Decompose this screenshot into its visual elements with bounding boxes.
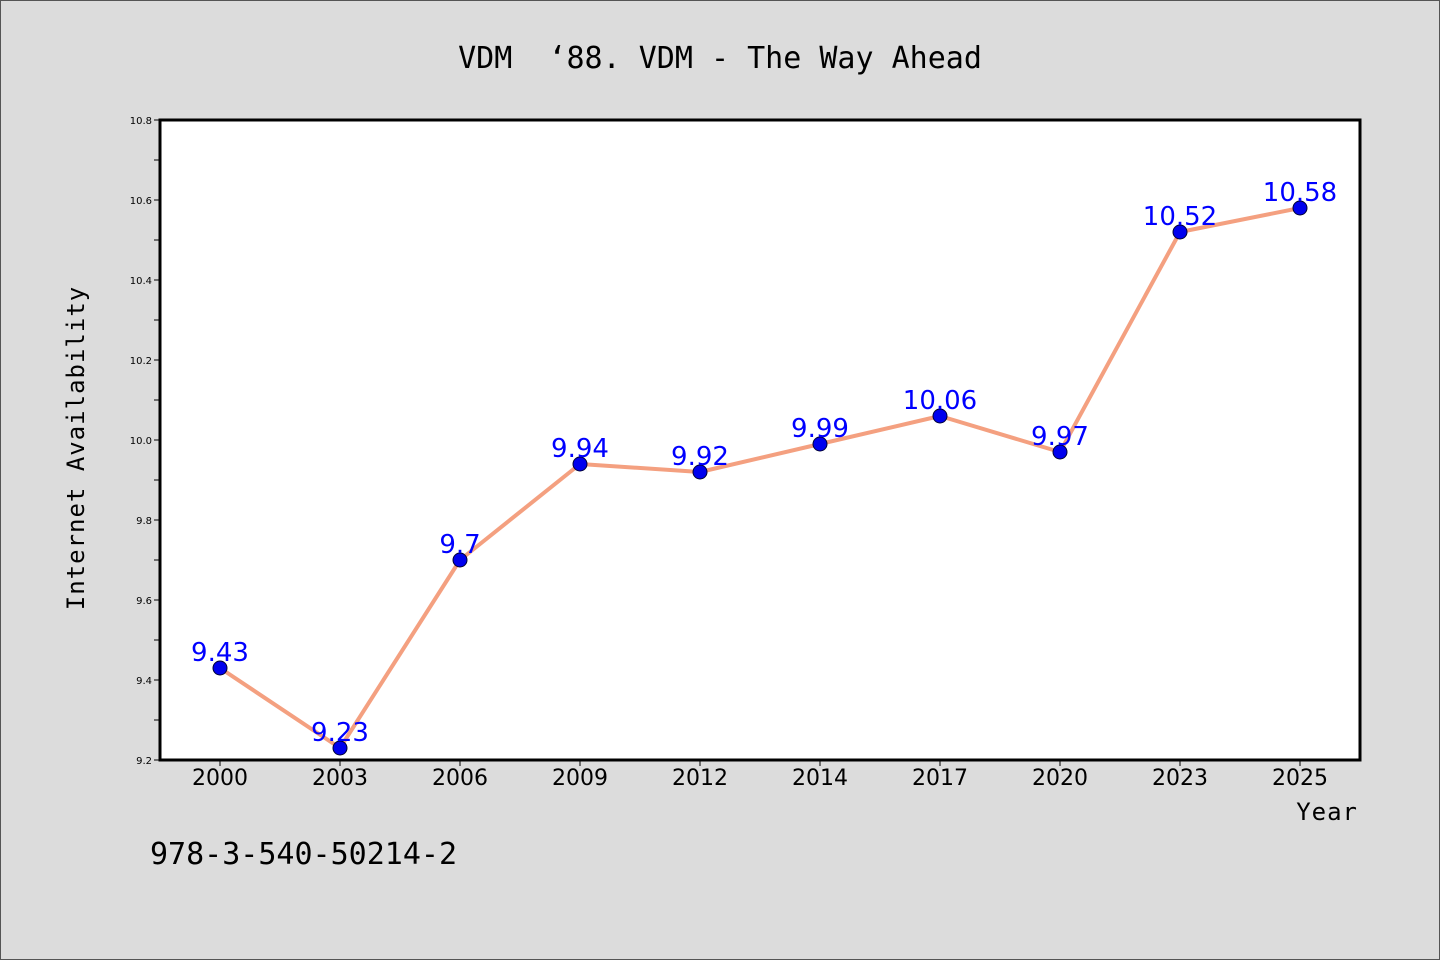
y-tick-label: 9.2: [136, 756, 152, 767]
data-label: 10.06: [903, 386, 977, 416]
data-labels: 9.43 9.23 9.7 9.94 9.92 9.99 10.06 9.97 10.52 10.…: [191, 178, 1337, 748]
data-label: 9.23: [311, 718, 369, 748]
plot-area: [158, 118, 1362, 762]
data-point: [1052, 444, 1068, 460]
series-layer: [212, 200, 1308, 756]
y-tick-label: 10.0: [130, 436, 152, 447]
x-tick-label: 2017: [912, 766, 968, 791]
series-line: [218, 206, 1301, 750]
y-axis-label: Internet Availability: [62, 286, 90, 610]
data-point: [812, 436, 828, 452]
y-tick-label: 10.8: [130, 116, 152, 127]
data-label: 9.97: [1031, 422, 1089, 452]
x-tick-label: 2012: [672, 766, 728, 791]
data-point: [1292, 200, 1308, 216]
x-tick-label: 2006: [432, 766, 488, 791]
data-point: [692, 464, 708, 480]
data-label: 9.94: [551, 434, 609, 464]
y-tick-label: 10.6: [130, 196, 152, 207]
data-point: [332, 740, 348, 756]
x-tick-label: 2025: [1272, 766, 1328, 791]
x-axis: 2000 2003 2006 2009 2012 2014 2017 2020 2023 2025: [192, 760, 1328, 791]
x-tick-label: 2014: [792, 766, 848, 791]
x-tick-label: 2009: [552, 766, 608, 791]
data-label: 10.52: [1143, 202, 1217, 232]
data-label: 9.43: [191, 638, 249, 668]
y-tick-label: 10.4: [130, 276, 152, 287]
y-tick-label: 9.8: [136, 516, 152, 527]
data-label: 10.58: [1263, 178, 1337, 208]
data-label: 9.99: [791, 414, 849, 444]
data-point: [212, 660, 228, 676]
x-tick-label: 2020: [1032, 766, 1088, 791]
data-label: 9.7: [439, 530, 480, 560]
x-tick-label: 2023: [1152, 766, 1208, 791]
footer-isbn: 978-3-540-50214-2: [150, 837, 457, 872]
y-tick-label: 9.4: [136, 676, 152, 687]
data-point: [452, 552, 468, 568]
x-axis-label: Year: [1296, 798, 1358, 826]
data-label: 9.92: [671, 442, 729, 472]
data-point: [1172, 224, 1188, 240]
x-tick-label: 2003: [312, 766, 368, 791]
y-axis: 9.2 9.4 9.6 9.8 10.0 10.2 10.4 10.6 10.8: [130, 116, 160, 767]
x-tick-label: 2000: [192, 766, 248, 791]
y-tick-label: 9.6: [136, 596, 152, 607]
data-point: [932, 408, 948, 424]
data-point: [572, 456, 588, 472]
y-tick-label: 10.2: [130, 356, 152, 367]
chart-title: VDM ‘88. VDM - The Way Ahead: [458, 41, 982, 76]
